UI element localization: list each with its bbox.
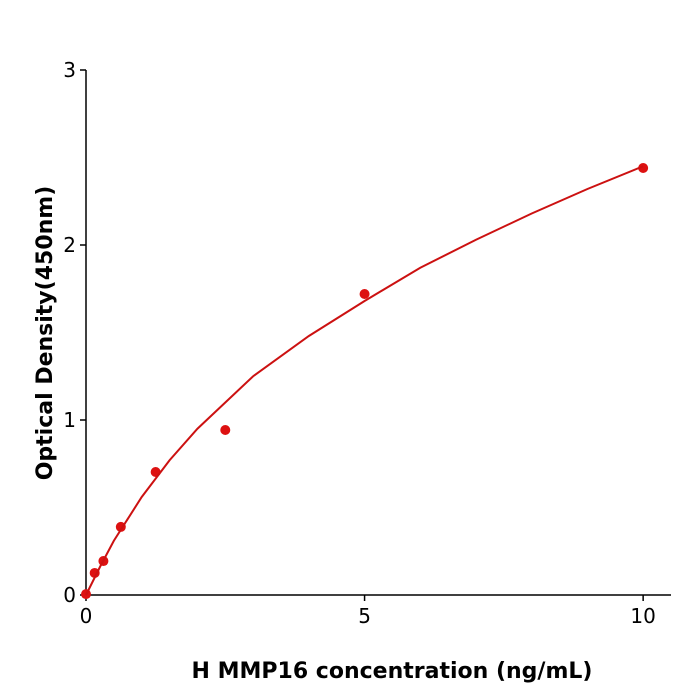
x-tick-label: 10 [630,604,655,628]
y-axis-label: Optical Density(450nm) [33,186,58,481]
y-tick-label: 1 [63,408,76,432]
x-axis-label: H MMP16 concentration (ng/mL) [192,659,593,684]
fit-curve [85,165,644,596]
x-tick-label: 5 [358,604,371,628]
y-tick-label: 3 [63,58,76,82]
y-tick-label: 2 [63,233,76,257]
x-tick-label: 0 [80,604,93,628]
data-point [638,163,649,173]
data-point [359,289,370,299]
data-point [220,424,231,435]
y-tick-label: 0 [63,583,76,607]
